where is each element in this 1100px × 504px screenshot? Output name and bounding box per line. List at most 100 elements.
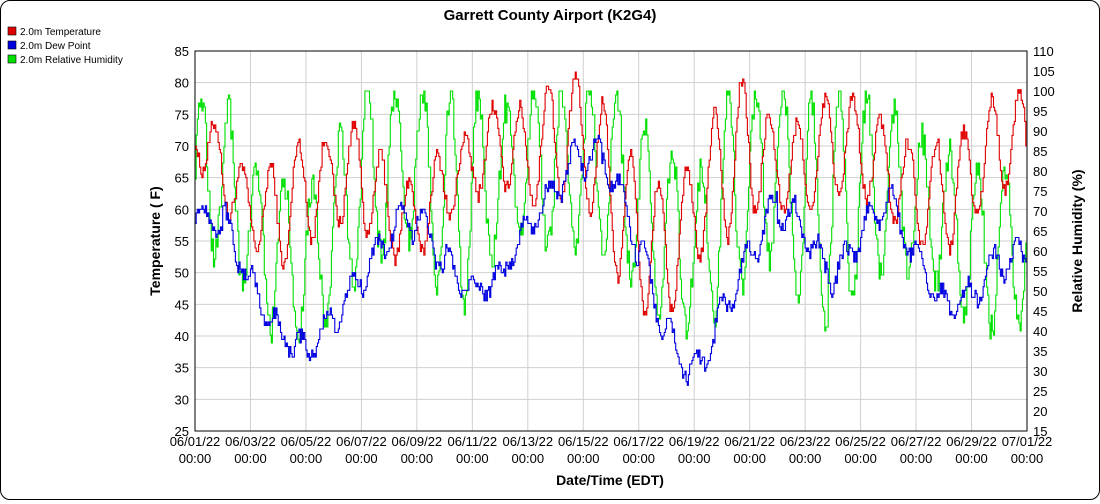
x-tick: 06/01/22 00:00 bbox=[170, 434, 221, 466]
y-tick-label: 70 bbox=[175, 139, 189, 154]
y2-tick-label: 105 bbox=[1033, 64, 1055, 79]
x-tick-date: 07/01/22 bbox=[1002, 434, 1053, 449]
plot-border bbox=[194, 50, 1028, 432]
y-tick-label: 35 bbox=[175, 361, 189, 376]
x-tick-date: 06/27/22 bbox=[891, 434, 942, 449]
x-tick-time: 00:00 bbox=[789, 451, 822, 466]
x-tick-date: 06/03/22 bbox=[225, 434, 276, 449]
y2-tick-label: 60 bbox=[1033, 244, 1047, 259]
x-tick: 06/07/22 00:00 bbox=[336, 434, 387, 466]
x-tick-time: 00:00 bbox=[844, 451, 877, 466]
y2-tick-label: 75 bbox=[1033, 184, 1047, 199]
grid bbox=[194, 50, 1028, 432]
y2-tick-label: 90 bbox=[1033, 124, 1047, 139]
chart-title: Garrett County Airport (K2G4) bbox=[444, 7, 657, 24]
x-tick: 06/23/22 00:00 bbox=[780, 434, 831, 466]
x-tick-time: 00:00 bbox=[345, 451, 378, 466]
y-axis-label: Temperature ( F) bbox=[147, 186, 163, 295]
x-tick-date: 06/29/22 bbox=[946, 434, 997, 449]
x-tick-date: 06/13/22 bbox=[502, 434, 553, 449]
x-tick-date: 06/09/22 bbox=[392, 434, 443, 449]
x-tick: 06/13/22 00:00 bbox=[502, 434, 553, 466]
x-tick: 06/15/22 00:00 bbox=[558, 434, 609, 466]
y2-tick-label: 55 bbox=[1033, 264, 1047, 279]
series-line-2-0m-relative-humidity bbox=[195, 90, 1027, 344]
y2-tick-label: 40 bbox=[1033, 324, 1047, 339]
series-line-2-0m-temperature bbox=[195, 71, 1027, 316]
x-tick-date: 06/07/22 bbox=[336, 434, 387, 449]
x-tick-time: 00:00 bbox=[1011, 451, 1044, 466]
x-tick: 06/17/22 00:00 bbox=[613, 434, 664, 466]
legend-swatch bbox=[7, 54, 17, 64]
legend-item: 2.0m Relative Humidity bbox=[7, 54, 123, 66]
x-tick: 06/27/22 00:00 bbox=[891, 434, 942, 466]
y2-tick-label: 15 bbox=[1033, 424, 1047, 439]
x-tick: 06/09/22 00:00 bbox=[392, 434, 443, 466]
x-tick-time: 00:00 bbox=[234, 451, 267, 466]
y2-tick-label: 65 bbox=[1033, 224, 1047, 239]
x-tick-time: 00:00 bbox=[955, 451, 988, 466]
x-tick-time: 00:00 bbox=[567, 451, 600, 466]
x-tick: 06/19/22 00:00 bbox=[669, 434, 720, 466]
x-tick-time: 00:00 bbox=[900, 451, 933, 466]
x-tick: 06/25/22 00:00 bbox=[835, 434, 886, 466]
legend-label: 2.0m Dew Point bbox=[20, 41, 91, 52]
x-tick-time: 00:00 bbox=[512, 451, 545, 466]
y2-tick-label: 20 bbox=[1033, 404, 1047, 419]
axes-layer: 25 30 35 40 45 50 55 60 65 70 75 80 85 15 20 25 30 35 40 45… bbox=[170, 44, 1055, 466]
y-tick-label: 75 bbox=[175, 107, 189, 122]
x-tick: 07/01/22 00:00 bbox=[1002, 434, 1053, 466]
legend: 2.0m Temperature 2.0m Dew Point 2.0m Relat… bbox=[7, 26, 123, 66]
y-tick-label: 50 bbox=[175, 266, 189, 281]
y2-tick-label: 50 bbox=[1033, 284, 1047, 299]
x-tick-time: 00:00 bbox=[179, 451, 212, 466]
y-tick-label: 85 bbox=[175, 44, 189, 59]
legend-label: 2.0m Temperature bbox=[20, 27, 101, 38]
y2-tick-label: 25 bbox=[1033, 384, 1047, 399]
x-tick-date: 06/05/22 bbox=[281, 434, 332, 449]
legend-item: 2.0m Temperature bbox=[7, 26, 101, 38]
y-tick-label: 30 bbox=[175, 392, 189, 407]
series-layer bbox=[195, 71, 1027, 386]
y2-tick-label: 30 bbox=[1033, 364, 1047, 379]
x-tick-time: 00:00 bbox=[733, 451, 766, 466]
y2-tick-label: 70 bbox=[1033, 204, 1047, 219]
x-tick: 06/05/22 00:00 bbox=[281, 434, 332, 466]
x-axis-label: Date/Time (EDT) bbox=[556, 472, 664, 488]
x-tick-date: 06/11/22 bbox=[448, 434, 498, 449]
x-tick: 06/21/22 00:00 bbox=[724, 434, 775, 466]
x-tick: 06/11/22 00:00 bbox=[448, 434, 498, 466]
x-tick-date: 06/25/22 bbox=[835, 434, 886, 449]
legend-label: 2.0m Relative Humidity bbox=[20, 55, 123, 66]
y-tick-label: 55 bbox=[175, 234, 189, 249]
legend-swatch bbox=[7, 26, 17, 36]
x-tick-time: 00:00 bbox=[290, 451, 323, 466]
y-tick-label: 40 bbox=[175, 329, 189, 344]
legend-item: 2.0m Dew Point bbox=[7, 40, 91, 52]
x-tick: 06/03/22 00:00 bbox=[225, 434, 276, 466]
x-tick-time: 00:00 bbox=[678, 451, 711, 466]
x-tick: 06/29/22 00:00 bbox=[946, 434, 997, 466]
x-tick-date: 06/23/22 bbox=[780, 434, 831, 449]
y2-tick-label: 45 bbox=[1033, 304, 1047, 319]
y2-tick-label: 100 bbox=[1033, 84, 1055, 99]
x-tick-date: 06/15/22 bbox=[558, 434, 609, 449]
y2-tick-label: 110 bbox=[1033, 44, 1054, 59]
y-tick-label: 65 bbox=[175, 171, 189, 186]
y-tick-label: 80 bbox=[175, 76, 189, 91]
x-tick-date: 06/17/22 bbox=[613, 434, 664, 449]
y-tick-label: 25 bbox=[175, 424, 189, 439]
x-tick-date: 06/21/22 bbox=[724, 434, 775, 449]
x-tick-time: 00:00 bbox=[401, 451, 434, 466]
x-tick-date: 06/19/22 bbox=[669, 434, 720, 449]
x-tick-time: 00:00 bbox=[622, 451, 655, 466]
x-tick-time: 00:00 bbox=[456, 451, 489, 466]
y-tick-label: 45 bbox=[175, 297, 189, 312]
y2-tick-label: 95 bbox=[1033, 104, 1047, 119]
y2-axis-label: Relative Humidity (%) bbox=[1069, 169, 1085, 312]
y2-tick-label: 80 bbox=[1033, 164, 1047, 179]
series-line-2-0m-dew-point bbox=[195, 134, 1027, 386]
y2-tick-label: 85 bbox=[1033, 144, 1047, 159]
